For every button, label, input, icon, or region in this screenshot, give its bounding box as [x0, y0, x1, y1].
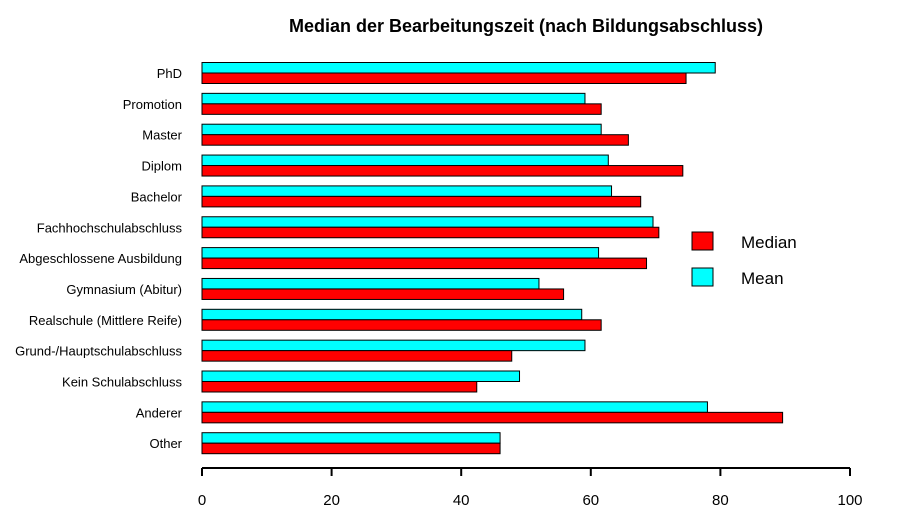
category-label: PhD [157, 66, 182, 81]
x-tick-label: 40 [453, 492, 470, 509]
bar-mean [201, 154, 609, 167]
category-label: Grund-/Hauptschulabschluss [15, 344, 182, 359]
bar-mean [201, 277, 540, 290]
legend-swatch-mean [691, 267, 714, 287]
x-axis: 0 20 40 60 80 100 [198, 467, 863, 509]
bar-mean [201, 308, 583, 321]
bar-median [201, 103, 602, 115]
legend: Median Mean [691, 231, 797, 288]
bar-median [201, 350, 513, 362]
category-label: Kein Schulabschluss [62, 375, 182, 390]
bar-median [201, 195, 642, 208]
category-label: Diplom [142, 159, 182, 174]
x-tick-label: 20 [323, 492, 340, 509]
bar-median [201, 288, 565, 300]
category-label: Master [142, 128, 182, 143]
bar-mean [201, 123, 602, 136]
x-tick-label: 80 [712, 492, 729, 509]
category-label: Bachelor [131, 189, 183, 204]
category-labels: PhD Promotion Master Diplom Bachelor Fachhoch… [15, 66, 183, 451]
bar-mean [201, 432, 501, 444]
bar-median [201, 257, 648, 270]
bar-mean [201, 216, 654, 228]
category-label: Realschule (Mittlere Reife) [29, 313, 182, 328]
bar-median [201, 381, 478, 393]
bar-mean [201, 247, 600, 259]
bar-median [201, 165, 684, 177]
bar-median [201, 319, 602, 331]
bar-median [201, 134, 629, 146]
bar-median [201, 411, 784, 424]
category-label: Fachhochschulabschluss [37, 220, 183, 235]
bar-median [201, 226, 660, 239]
bar-median [201, 442, 501, 455]
bar-mean [201, 92, 586, 105]
legend-swatch-median [691, 231, 714, 251]
bar-mean [201, 339, 586, 352]
x-tick-label: 0 [198, 492, 206, 509]
bar-mean [201, 185, 613, 197]
category-label: Anderer [136, 405, 183, 420]
category-label: Gymnasium (Abitur) [66, 282, 182, 297]
bar-median [201, 72, 687, 84]
bar-mean [201, 62, 716, 74]
bars-group [201, 62, 784, 455]
category-label: Abgeschlossene Ausbildung [19, 251, 182, 266]
bar-mean [201, 370, 521, 382]
x-tick-label: 60 [582, 492, 599, 509]
category-label: Other [149, 436, 182, 451]
bar-mean [201, 401, 708, 413]
legend-label-median: Median [741, 233, 797, 252]
category-label: Promotion [123, 97, 182, 112]
x-tick-label: 100 [837, 492, 862, 509]
chart-title: Median der Bearbeitungszeit (nach Bildun… [289, 16, 763, 36]
legend-label-mean: Mean [741, 269, 784, 288]
